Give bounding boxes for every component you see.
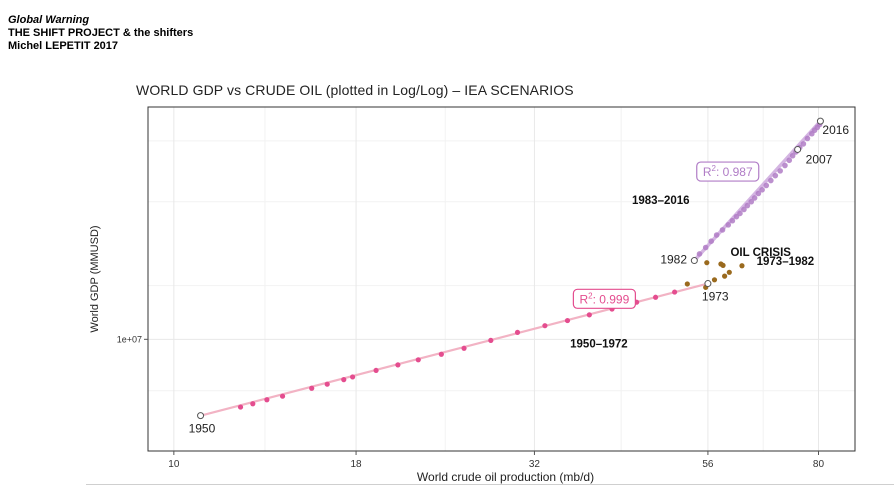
r2-letter: R: [703, 165, 712, 179]
data-point: [800, 141, 807, 147]
data-point: [744, 202, 751, 209]
hollow-point: [816, 117, 824, 125]
data-point: [755, 190, 762, 197]
data-point: [461, 345, 467, 351]
data-point: [341, 377, 347, 383]
data-point: [237, 404, 244, 410]
data-point: [748, 198, 755, 205]
year-label: 2007: [806, 152, 833, 166]
data-point: [768, 177, 774, 184]
r2-letter: R: [579, 292, 588, 306]
data-point: [279, 393, 286, 399]
credits-block: Global Warning THE SHIFT PROJECT & the s…: [8, 14, 193, 53]
data-point: [309, 385, 315, 391]
r2-label: R2: 0.999: [579, 291, 629, 306]
hollow-point: [197, 412, 205, 420]
data-point: [782, 162, 788, 169]
data-point: [350, 374, 356, 380]
data-point: [250, 401, 256, 407]
data-point: [759, 187, 765, 193]
data-point: [488, 337, 494, 343]
data-point: [684, 281, 690, 287]
credits-line-3: Michel LEPETIT 2017: [8, 40, 119, 52]
year-label: 2016: [822, 123, 849, 137]
r2-value: : 0.987: [716, 165, 753, 179]
data-point: [711, 277, 718, 283]
data-point: [514, 329, 521, 336]
data-point: [708, 238, 715, 245]
year-label: 1950: [189, 422, 216, 436]
credits-line-2: THE SHIFT PROJECT & the shifters: [8, 27, 194, 39]
data-point: [438, 351, 444, 357]
x-tick-label: 10: [168, 459, 180, 470]
year-label: 1973: [702, 290, 729, 304]
data-point: [737, 210, 743, 217]
x-tick-label: 56: [702, 459, 714, 470]
data-point: [789, 152, 796, 159]
data-point: [586, 312, 592, 318]
data-point: [722, 273, 728, 279]
bottom-divider: [86, 484, 894, 485]
annotation-label: 1983–2016: [632, 195, 690, 207]
data-point: [324, 381, 330, 387]
data-point: [804, 135, 811, 142]
data-point: [739, 263, 745, 269]
plot-panel: [147, 106, 856, 452]
data-point: [564, 317, 571, 324]
annotation-label: 1950–1972: [570, 339, 628, 351]
data-point: [652, 294, 659, 300]
hollow-point: [690, 257, 698, 265]
r2-superscript: 2: [712, 164, 717, 173]
data-point: [373, 367, 379, 374]
year-label: 1982: [660, 253, 687, 267]
chart-title: WORLD GDP vs CRUDE OIL (plotted in Log/L…: [136, 82, 574, 98]
credits-line-1: Global Warning: [8, 14, 90, 26]
r2-superscript: 2: [588, 291, 593, 300]
annotation-label: 1973–1982: [757, 256, 815, 268]
r2-value: : 0.999: [593, 292, 630, 306]
data-point: [672, 289, 678, 295]
r2-box: [696, 161, 760, 182]
data-point: [763, 182, 770, 189]
data-point: [395, 362, 401, 368]
data-point: [726, 269, 732, 275]
hollow-point: [794, 145, 802, 153]
y-tick-label: 1e+07: [117, 334, 142, 344]
r2-box: [572, 288, 636, 309]
data-point: [741, 206, 747, 213]
x-tick-label: 32: [529, 459, 541, 470]
data-point: [702, 244, 709, 251]
data-point: [704, 260, 710, 266]
data-point: [751, 195, 758, 201]
data-point: [696, 251, 703, 257]
x-axis-title: World crude oil production (mb/d): [417, 470, 594, 484]
x-tick-label: 80: [813, 459, 825, 470]
data-point: [777, 168, 783, 174]
data-point: [415, 357, 421, 363]
hollow-point: [704, 280, 712, 288]
r2-label: R2: 0.987: [703, 164, 753, 179]
data-point: [542, 323, 548, 329]
data-point: [729, 217, 736, 224]
data-point: [264, 397, 270, 403]
y-axis-title: World GDP (MMUSD): [89, 225, 101, 332]
data-point: [786, 157, 793, 164]
x-tick-label: 18: [351, 459, 363, 470]
data-point: [725, 222, 732, 228]
data-point: [713, 232, 720, 238]
data-point: [718, 261, 724, 267]
data-point: [772, 172, 779, 179]
data-point: [719, 227, 726, 233]
annotation-label: OIL CRISIS: [730, 247, 791, 259]
